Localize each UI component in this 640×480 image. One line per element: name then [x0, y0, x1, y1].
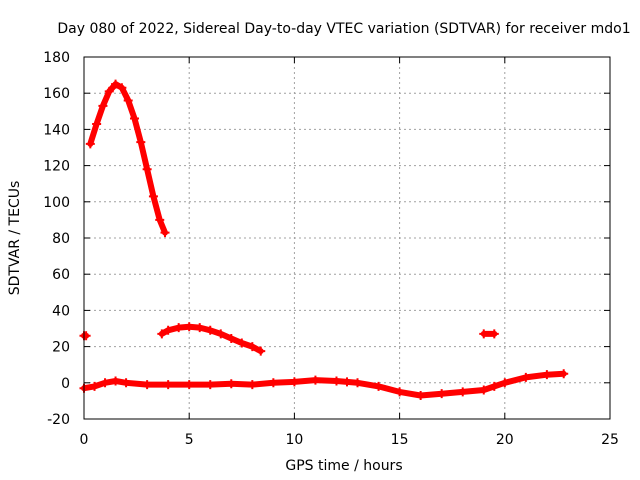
- data-point: [174, 323, 184, 333]
- data-point: [157, 329, 167, 339]
- data-point: [268, 378, 278, 388]
- chart-title: Day 080 of 2022, Sidereal Day-to-day VTE…: [57, 21, 630, 37]
- y-tick-label: 0: [61, 376, 70, 392]
- y-tick-label: 60: [52, 267, 70, 283]
- data-point: [92, 119, 102, 129]
- data-point: [100, 378, 110, 388]
- data-point: [416, 390, 426, 400]
- y-tick-label: 100: [43, 195, 70, 211]
- y-tick-label: 80: [52, 231, 70, 247]
- data-point: [458, 387, 468, 397]
- data-point: [85, 139, 95, 149]
- series-arc-high: [85, 79, 170, 238]
- data-point: [117, 83, 127, 93]
- series-point-19h: [479, 329, 499, 339]
- data-point: [374, 381, 384, 391]
- data-point: [111, 376, 121, 386]
- data-point: [205, 380, 215, 390]
- data-point: [489, 381, 499, 391]
- data-point: [289, 377, 299, 387]
- data-point: [256, 346, 266, 356]
- plot-frame: [83, 56, 611, 420]
- data-point: [395, 387, 405, 397]
- series-arc-mid: [157, 322, 266, 356]
- data-point: [142, 164, 152, 174]
- tick-layer: -20 0 20 40 60 80 100 120 140 160 180 0 5 10 15 20 25: [43, 50, 619, 448]
- y-tick-label: -20: [47, 412, 70, 428]
- data-point: [310, 375, 320, 385]
- data-point: [331, 376, 341, 386]
- data-point: [479, 329, 489, 339]
- series-band: [81, 370, 567, 399]
- data-point: [184, 322, 194, 332]
- x-axis-label: GPS time / hours: [285, 458, 402, 474]
- y-tick-label: 180: [43, 50, 70, 66]
- y-tick-label: 140: [43, 122, 70, 138]
- x-tick-label: 20: [496, 432, 514, 448]
- data-point: [184, 380, 194, 390]
- x-tick-label: 15: [391, 432, 409, 448]
- data-point: [247, 380, 257, 390]
- data-point: [81, 331, 91, 341]
- data-point: [142, 380, 152, 390]
- x-tick-label: 10: [285, 432, 303, 448]
- data-point: [226, 333, 236, 343]
- data-point: [163, 380, 173, 390]
- data-point: [500, 378, 510, 388]
- data-point: [155, 215, 165, 225]
- data-point: [123, 95, 133, 105]
- data-point: [205, 325, 215, 335]
- series-point-start: [79, 331, 91, 341]
- data-point: [195, 323, 205, 333]
- data-point: [129, 114, 139, 124]
- data-point: [104, 86, 114, 96]
- data-point: [136, 137, 146, 147]
- data-point: [121, 378, 131, 388]
- x-tick-label: 25: [601, 432, 619, 448]
- data-point: [542, 370, 552, 380]
- y-tick-label: 20: [52, 340, 70, 356]
- data-point: [342, 377, 352, 387]
- data-point: [247, 342, 257, 352]
- data-point: [353, 378, 363, 388]
- data-point: [437, 389, 447, 399]
- y-tick-label: 120: [43, 159, 70, 175]
- data-point: [216, 329, 226, 339]
- x-tick-label: 5: [185, 432, 194, 448]
- grid-layer: [84, 57, 610, 419]
- data-point: [226, 379, 236, 389]
- series-layer: [79, 79, 569, 400]
- data-point: [160, 228, 170, 238]
- data-point: [98, 101, 108, 111]
- data-point: [148, 191, 158, 201]
- data-point: [163, 325, 173, 335]
- data-point: [237, 338, 247, 348]
- data-point: [90, 381, 100, 391]
- data-point: [559, 369, 569, 379]
- series-baseline: [79, 369, 569, 400]
- y-tick-label: 160: [43, 86, 70, 102]
- data-point: [489, 329, 499, 339]
- data-point: [111, 79, 121, 89]
- data-point: [479, 385, 489, 395]
- y-axis-label: SDTVAR / TECUs: [7, 181, 23, 296]
- x-tick-label: 0: [80, 432, 89, 448]
- y-tick-label: 40: [52, 303, 70, 319]
- data-point: [521, 372, 531, 382]
